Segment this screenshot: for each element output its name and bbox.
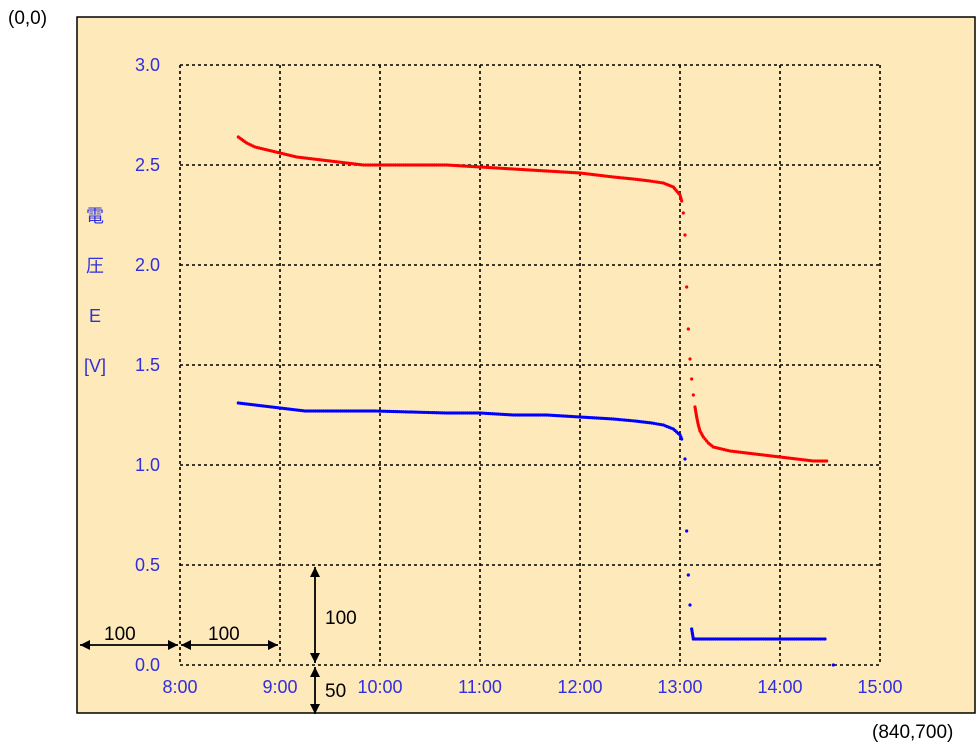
data-point — [368, 163, 372, 167]
data-point — [691, 393, 695, 397]
data-point — [361, 163, 365, 167]
data-point — [688, 603, 692, 607]
y-axis-label-part: 圧 — [86, 256, 104, 276]
y-tick-label: 3.0 — [135, 55, 160, 75]
data-point — [816, 637, 820, 641]
data-point — [822, 459, 827, 463]
arrowhead — [310, 667, 320, 677]
arrowhead — [310, 653, 320, 663]
data-point — [831, 663, 835, 667]
y-tick-label: 2.5 — [135, 155, 160, 175]
data-point — [818, 459, 822, 463]
data-point — [811, 637, 815, 641]
y-tick-label: 2.0 — [135, 255, 160, 275]
y-tick-label: 1.0 — [135, 455, 160, 475]
data-point — [686, 573, 690, 577]
x-tick-label: 9:00 — [262, 677, 297, 697]
data-point — [814, 637, 818, 641]
x-tick-label: 8:00 — [162, 677, 197, 697]
corner-label-bottom-right: (840,700) — [872, 722, 954, 743]
y-axis-label: 電圧 E [V] — [84, 206, 106, 376]
y-axis-label-part: [V] — [84, 356, 106, 376]
data-point — [820, 459, 824, 463]
data-point — [683, 233, 687, 237]
data-point — [825, 459, 829, 463]
data-point — [813, 459, 818, 463]
left-margin-label: 100 — [104, 624, 136, 645]
dimension-annotations: 100 100 100 50 — [80, 567, 357, 714]
data-series — [236, 135, 835, 667]
y-tick-label: 0.0 — [135, 655, 160, 675]
data-point — [680, 437, 684, 441]
plot-background — [76, 16, 976, 714]
data-point — [816, 459, 820, 463]
data-point — [818, 637, 822, 641]
y-axis-label-part: E — [89, 306, 101, 326]
arrowhead — [268, 640, 278, 650]
data-point — [685, 529, 689, 533]
x-tick-label: 15:00 — [857, 677, 902, 697]
data-point — [686, 327, 690, 331]
data-point — [364, 163, 368, 167]
half-volt-label: 100 — [325, 608, 357, 629]
x-tick-label: 13:00 — [657, 677, 702, 697]
x-tick-label: 12:00 — [557, 677, 602, 697]
data-point — [811, 459, 815, 463]
data-point — [685, 285, 689, 289]
y-tick-label: 0.5 — [135, 555, 160, 575]
arrowhead — [310, 704, 320, 714]
data-point — [690, 377, 694, 381]
bottom-margin-label: 50 — [325, 681, 346, 702]
grid — [179, 64, 881, 666]
data-point — [680, 199, 684, 203]
data-point — [371, 163, 375, 167]
data-point — [366, 163, 370, 167]
arrowhead — [310, 567, 320, 577]
one-hour-label: 100 — [208, 624, 240, 645]
x-tick-label: 14:00 — [757, 677, 802, 697]
arrowhead — [181, 640, 191, 650]
data-point — [688, 357, 692, 361]
tick-labels: 8:00 9:00 10:00 11:00 12:00 13:00 14:00 15:00 0.… — [135, 55, 903, 697]
data-point — [681, 211, 685, 215]
y-tick-label: 1.5 — [135, 355, 160, 375]
y-axis-label-part: 電 — [86, 206, 104, 226]
x-tick-label: 11:00 — [458, 677, 502, 697]
arrowhead — [80, 640, 90, 650]
data-point — [683, 457, 687, 461]
arrowhead — [168, 640, 178, 650]
corner-label-top-left: (0,0) — [8, 8, 48, 29]
x-tick-label: 10:00 — [357, 677, 402, 697]
data-point — [821, 637, 825, 641]
data-point — [823, 637, 827, 641]
